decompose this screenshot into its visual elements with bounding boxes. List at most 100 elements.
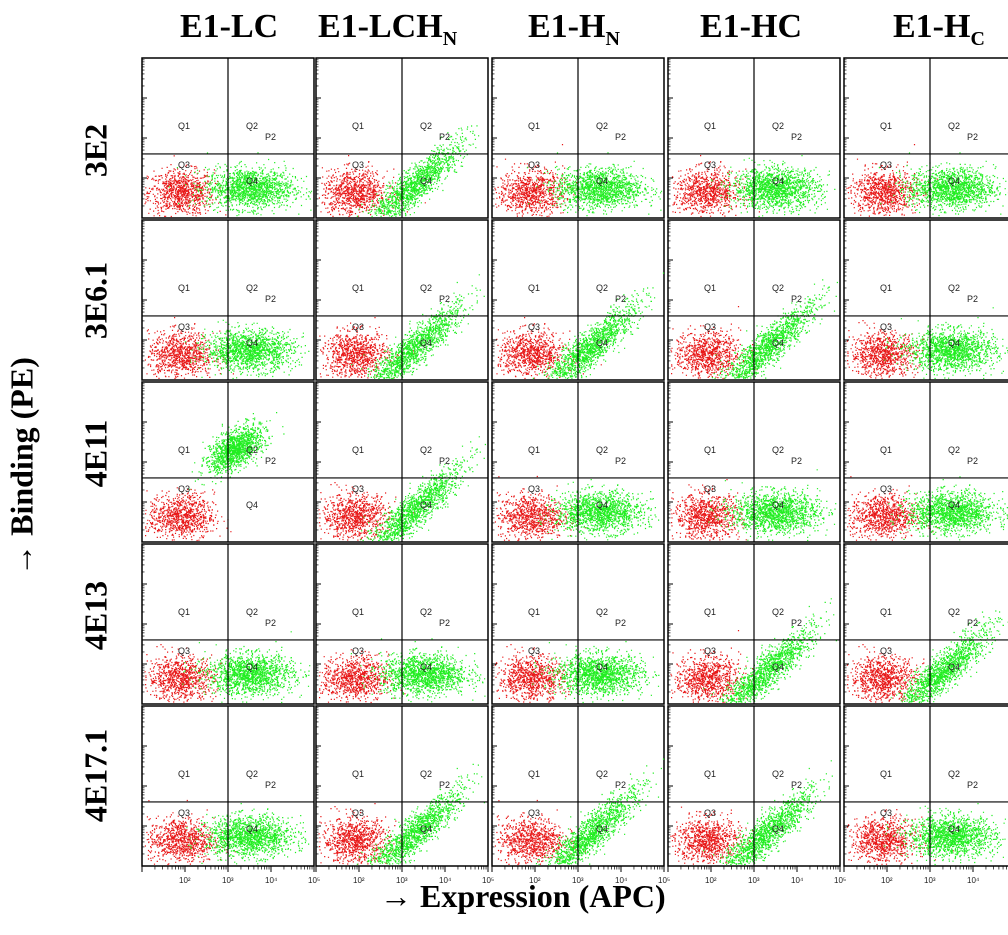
x-tick-label: 10⁴ [439, 876, 452, 885]
gate-label: P2 [439, 294, 450, 304]
negative-population [496, 317, 602, 380]
x-tick-label: 10³ [572, 876, 584, 885]
x-tick-label: 10³ [748, 876, 760, 885]
gate-label: Q1 [352, 283, 364, 293]
panel-4E13-E1-LC: Q1 Q2 Q3 Q4 P2 [141, 543, 315, 705]
gate-label: Q1 [880, 121, 892, 131]
gate-label: Q4 [246, 500, 258, 510]
gate-label: Q4 [420, 662, 432, 672]
column-title-3: E1-HN [528, 8, 620, 51]
x-tick-label: 10² [529, 876, 541, 885]
negative-population [494, 644, 602, 703]
gate-label: Q3 [880, 160, 892, 170]
gate-label: Q3 [704, 646, 716, 656]
gate-label: Q1 [880, 769, 892, 779]
positive-population [888, 476, 1008, 541]
gate-label: P2 [439, 618, 450, 628]
panel-frame [843, 219, 1008, 381]
gate-label: Q4 [596, 824, 608, 834]
positive-population [350, 638, 486, 703]
negative-population [670, 630, 754, 704]
x-tick-label: 10⁴ [791, 876, 804, 885]
x-tick-label: 10⁵ [658, 876, 670, 885]
gate-label: Q1 [178, 283, 190, 293]
gate-label: P2 [265, 618, 276, 628]
x-tick-label: 10² [881, 876, 893, 885]
x-tick-label: 10³ [222, 876, 234, 885]
gate-label: Q2 [420, 283, 432, 293]
x-tick-label: 10³ [396, 876, 408, 885]
negative-population [318, 155, 426, 218]
panel-4E13-E1-HC-sub: Q1 Q2 Q3 Q4 P2 [843, 543, 1008, 705]
panel-4E11-E1-HC: Q1 Q2 Q3 Q4 P2 [667, 381, 841, 543]
gate-label: Q4 [772, 500, 784, 510]
panel-4E17.1-E1-LCHN: Q1 Q2 Q3 Q4 P2 10² 10³ 10⁴ 10⁵ [315, 705, 494, 885]
gate-label: Q4 [948, 662, 960, 672]
gate-label: Q2 [596, 121, 608, 131]
gate-label: Q3 [178, 322, 190, 332]
gate-label: Q1 [528, 283, 540, 293]
negative-population [319, 317, 415, 379]
gate-label: Q1 [704, 607, 716, 617]
gate-label: Q1 [352, 121, 364, 131]
column-title-main: E1-LCH [318, 8, 443, 45]
negative-population [144, 799, 236, 866]
negative-population [494, 475, 586, 542]
x-tick-label: 10⁴ [265, 876, 278, 885]
gate-label: Q3 [178, 484, 190, 494]
gate-label: Q1 [704, 445, 716, 455]
column-title-1: E1-LC [180, 8, 278, 46]
gate-label: P2 [791, 456, 802, 466]
gate-label: Q2 [948, 121, 960, 131]
gate-label: Q2 [596, 769, 608, 779]
gate-label: Q2 [772, 769, 784, 779]
gate-label: P2 [615, 456, 626, 466]
gate-label: Q2 [246, 283, 258, 293]
gate-label: Q1 [352, 607, 364, 617]
gate-label: Q1 [704, 769, 716, 779]
gate-label: Q2 [772, 607, 784, 617]
gate-label: Q4 [246, 824, 258, 834]
gate-label: Q4 [948, 500, 960, 510]
negative-population [144, 155, 234, 218]
gate-label: Q1 [704, 121, 716, 131]
gate-label: Q4 [772, 338, 784, 348]
gate-label: Q1 [352, 769, 364, 779]
column-title-subscript: N [442, 27, 458, 50]
gate-label: Q3 [880, 808, 892, 818]
negative-population [846, 644, 925, 703]
gate-label: Q2 [948, 283, 960, 293]
gate-label: Q1 [352, 445, 364, 455]
negative-population [670, 306, 758, 380]
gate-label: Q2 [420, 769, 432, 779]
gate-label: Q2 [420, 445, 432, 455]
positive-population [186, 803, 310, 865]
panel-3E6.1-E1-HC-sub: Q1 Q2 Q3 Q4 P2 [843, 219, 1008, 381]
column-title-main: E1-HC [700, 8, 802, 45]
column-title-main: E1-H [893, 8, 971, 45]
negative-population [846, 144, 938, 217]
gate-label: P2 [615, 780, 626, 790]
negative-population [847, 476, 938, 541]
positive-population [535, 758, 665, 866]
panel-4E11-E1-LCHN: Q1 Q2 Q3 Q4 P2 [315, 381, 489, 543]
gate-label: Q3 [178, 808, 190, 818]
gate-label: P2 [791, 618, 802, 628]
panel-4E17.1-E1-HN: Q1 Q2 Q3 Q4 P2 10² 10³ 10⁴ 10⁵ [491, 705, 670, 885]
x-tick-label: 10³ [924, 876, 936, 885]
negative-population [671, 155, 778, 218]
gate-label: P2 [439, 780, 450, 790]
positive-population [884, 803, 1006, 866]
gate-label: Q1 [178, 121, 190, 131]
gate-label: Q2 [246, 445, 258, 455]
gate-label: P2 [265, 294, 276, 304]
positive-population [532, 641, 660, 704]
gate-label: Q3 [528, 160, 540, 170]
negative-population [494, 144, 578, 218]
gate-label: Q2 [246, 121, 258, 131]
gate-label: Q4 [596, 500, 608, 510]
x-axis-label: → Expression (APC) [380, 878, 666, 914]
gate-label: Q4 [948, 176, 960, 186]
